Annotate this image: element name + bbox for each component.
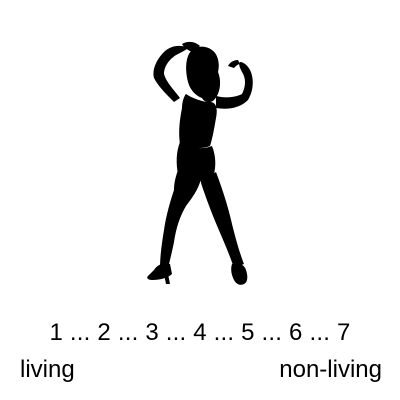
scale-anchor-left: living: [20, 356, 75, 383]
scale-separator: ...: [110, 319, 146, 346]
scale-anchor-right: non-living: [279, 356, 382, 383]
dancing-woman-silhouette-icon: [130, 38, 260, 290]
scale-point-5[interactable]: 5: [241, 319, 255, 346]
scale-separator: ...: [302, 319, 337, 346]
scale-point-4[interactable]: 4: [193, 319, 207, 346]
scale-separator: ...: [206, 319, 242, 346]
scale-separator: ...: [254, 319, 290, 346]
rating-scale: 1 ... 2 ... 3 ... 4 ... 5 ... 6 ... 7: [0, 318, 400, 348]
scale-point-6[interactable]: 6: [289, 319, 303, 346]
scale-separator: ...: [158, 319, 194, 346]
scale-separator: ...: [63, 319, 98, 346]
scale-point-7[interactable]: 7: [336, 319, 351, 346]
scale-point-3[interactable]: 3: [145, 319, 159, 346]
scale-point-1[interactable]: 1: [49, 319, 64, 346]
silhouette-graphic: [147, 41, 253, 285]
scale-point-2[interactable]: 2: [97, 319, 111, 346]
